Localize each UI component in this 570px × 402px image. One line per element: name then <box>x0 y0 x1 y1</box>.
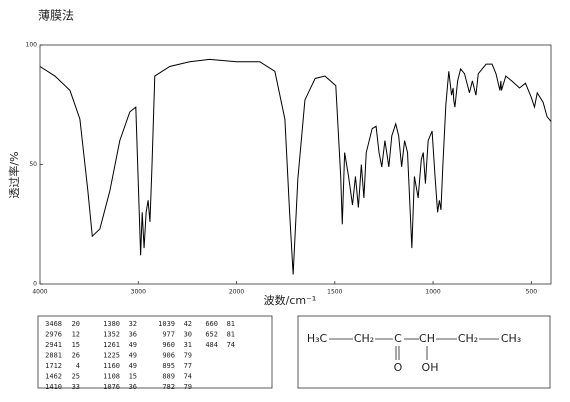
x-tick-label: 4000 <box>32 289 47 296</box>
peak-transmittance: 31 <box>184 341 192 349</box>
peak-transmittance: 12 <box>72 331 80 339</box>
peak-wavenumber: 1076 <box>103 383 120 391</box>
peak-wavenumber: 2941 <box>45 341 62 349</box>
peak-wavenumber: 1410 <box>45 383 62 391</box>
peak-transmittance: 32 <box>129 320 137 328</box>
peak-transmittance: 42 <box>184 320 192 328</box>
peak-transmittance: 77 <box>184 362 192 370</box>
peak-wavenumber: 782 <box>162 383 175 391</box>
peak-transmittance: 79 <box>184 383 192 391</box>
peak-transmittance: 30 <box>184 331 192 339</box>
peak-wavenumber: 1380 <box>103 320 120 328</box>
x-tick-label: 3000 <box>131 289 146 296</box>
peak-wavenumber: 660 <box>205 320 218 328</box>
x-tick-label: 1000 <box>425 289 440 296</box>
peak-wavenumber: 2881 <box>45 352 62 360</box>
peak-transmittance: 33 <box>72 383 80 391</box>
peak-wavenumber: 1225 <box>103 352 120 360</box>
peak-transmittance: 25 <box>72 373 80 381</box>
peak-wavenumber: 906 <box>162 352 175 360</box>
structure-box <box>297 315 551 389</box>
peak-transmittance: 49 <box>129 341 137 349</box>
peak-transmittance: 15 <box>72 341 80 349</box>
peak-wavenumber: 1462 <box>45 373 62 381</box>
peak-transmittance: 49 <box>129 352 137 360</box>
y-tick-label: 100 <box>26 42 38 49</box>
spectrum-line <box>39 58 552 275</box>
bonds <box>329 338 499 360</box>
structure-group: C <box>394 332 402 345</box>
peak-transmittance: 74 <box>227 341 235 349</box>
peak-transmittance: 4 <box>76 362 80 370</box>
peak-transmittance: 81 <box>227 320 235 328</box>
peak-wavenumber: 895 <box>162 362 175 370</box>
peak-wavenumber: 3468 <box>45 320 62 328</box>
peak-transmittance: 20 <box>72 320 80 328</box>
peak-wavenumber: 1352 <box>103 331 120 339</box>
y-axis-label: 透过率/% <box>7 151 21 198</box>
peak-wavenumber: 1712 <box>45 362 62 370</box>
plot-frame <box>39 44 552 285</box>
x-tick-label: 1500 <box>327 289 342 296</box>
peak-wavenumber: 1160 <box>103 362 120 370</box>
peak-wavenumber: 484 <box>205 341 218 349</box>
peak-wavenumber: 889 <box>162 373 175 381</box>
x-tick-label: 2000 <box>229 289 244 296</box>
peak-transmittance: 74 <box>184 373 192 381</box>
structure-group: CH₃ <box>501 332 521 345</box>
peak-transmittance: 79 <box>184 352 192 360</box>
peak-wavenumber: 977 <box>162 331 175 339</box>
peak-transmittance: 36 <box>129 331 137 339</box>
peak-wavenumber: 1108 <box>103 373 120 381</box>
peak-transmittance: 81 <box>227 331 235 339</box>
peak-wavenumber: 1261 <box>103 341 120 349</box>
structure-substituent: O <box>394 361 403 374</box>
peak-transmittance: 15 <box>129 373 137 381</box>
chart-title: 薄膜法 <box>38 8 74 23</box>
peak-transmittance: 36 <box>129 383 137 391</box>
x-tick-label: 500 <box>526 289 538 296</box>
structure-group: CH₂ <box>458 332 478 345</box>
structure-group: CH₂ <box>354 332 374 345</box>
peak-wavenumber: 960 <box>162 341 175 349</box>
peak-transmittance: 49 <box>129 362 137 370</box>
peak-wavenumber: 2976 <box>45 331 62 339</box>
peak-transmittance: 26 <box>72 352 80 360</box>
x-axis-label: 波数/cm⁻¹ <box>264 294 317 307</box>
y-tick-label: 50 <box>29 161 37 168</box>
peak-table-box <box>37 315 273 389</box>
y-tick-label: 0 <box>33 281 37 288</box>
peak-wavenumber: 652 <box>205 331 218 339</box>
structure-group: CH <box>419 332 435 345</box>
structure-substituent: OH <box>422 361 439 374</box>
peak-wavenumber: 1039 <box>158 320 175 328</box>
structure-group: H₃C <box>307 332 328 345</box>
